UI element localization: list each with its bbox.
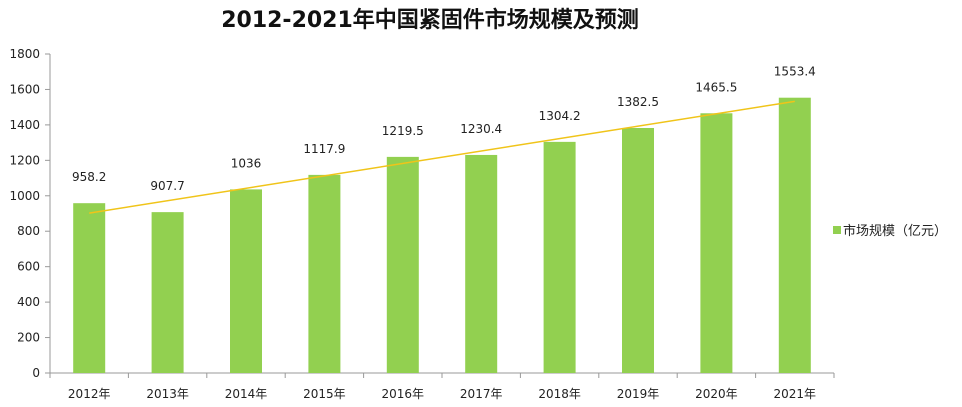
x-tick-label: 2018年 [538,387,581,401]
bar [778,97,811,373]
data-label: 1382.5 [617,95,659,109]
bar [386,156,419,373]
bar [622,127,654,373]
y-tick-label: 400 [17,295,40,309]
x-tick-label: 2013年 [146,387,189,401]
x-tick-label: 2020年 [695,387,738,401]
y-tick-label: 1800 [9,47,40,61]
bar [308,174,341,373]
y-tick-label: 0 [32,366,40,380]
data-label: 1117.9 [303,142,345,156]
data-label: 907.7 [150,179,184,193]
x-tick-label: 2015年 [303,387,346,401]
data-label: 1036 [231,156,262,170]
bar [465,154,498,373]
data-label: 1465.5 [695,80,737,94]
bar [700,113,733,374]
data-label: 958.2 [72,170,106,184]
y-tick-label: 1200 [9,153,40,167]
bar [230,189,262,373]
y-tick-label: 1400 [9,118,40,132]
trendline [89,100,795,214]
data-label: 1219.5 [382,124,424,138]
legend: 市场规模（亿元） [833,223,947,239]
bar [73,203,106,373]
bar [543,141,576,373]
data-label: 1304.2 [539,109,581,123]
y-tick-label: 200 [17,331,40,345]
bar [151,212,184,373]
y-tick-label: 1000 [9,189,40,203]
x-tick-label: 2017年 [460,387,503,401]
data-label: 1553.4 [774,65,816,79]
y-tick-label: 600 [17,260,40,274]
legend-label: 市场规模（亿元） [843,223,947,239]
x-tick-label: 2012年 [68,387,111,401]
chart-title: 2012-2021年中国紧固件市场规模及预测 [221,7,639,33]
data-label: 1230.4 [460,122,502,136]
y-tick-label: 800 [17,224,40,238]
x-tick-label: 2019年 [617,387,660,401]
x-tick-label: 2016年 [382,387,425,401]
y-tick-label: 1600 [9,82,40,96]
legend-swatch [833,226,841,234]
x-tick-label: 2021年 [774,387,817,401]
x-tick-label: 2014年 [225,387,268,401]
